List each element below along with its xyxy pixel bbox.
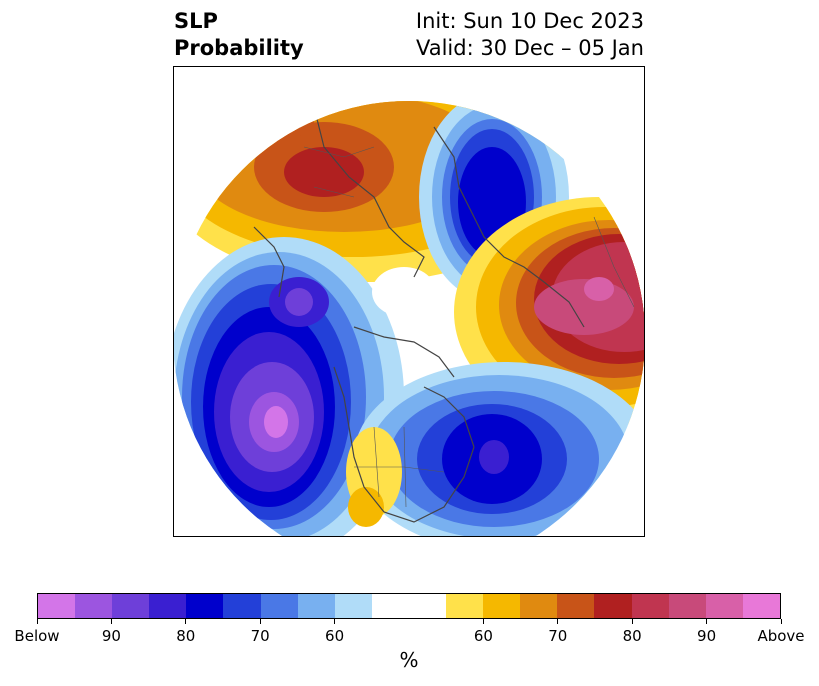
colorbar-segment (297, 594, 335, 618)
colorbar-segment (149, 594, 187, 618)
colorbar-segment (223, 594, 261, 618)
probability-map (174, 101, 644, 536)
title-product: Probability (174, 36, 304, 60)
colorbar-segment (631, 594, 669, 618)
colorbar-segment (446, 594, 484, 618)
colorbar-segment (594, 594, 632, 618)
colorbar-tick-label: Above (757, 627, 805, 645)
colorbar-segment (742, 594, 780, 618)
colorbar-tick-label: Below (14, 627, 60, 645)
colorbar (37, 593, 781, 619)
colorbar-unit: % (399, 648, 419, 672)
colorbar-tick-mark (482, 619, 484, 624)
pacific-above-region (454, 197, 644, 427)
colorbar-segment (520, 594, 558, 618)
colorbar-segment (557, 594, 595, 618)
colorbar-segment (334, 594, 372, 618)
title-left: SLP Probability (174, 8, 304, 62)
colorbar-segment (75, 594, 113, 618)
colorbar-tick-mark (259, 619, 261, 624)
colorbar-tick-label: 80 (176, 627, 196, 645)
colorbar-segment (408, 594, 447, 618)
colorbar-segment (668, 594, 706, 618)
title-right: Init: Sun 10 Dec 2023 Valid: 30 Dec – 05… (416, 8, 644, 62)
colorbar-tick-mark (780, 619, 782, 624)
valid-range: Valid: 30 Dec – 05 Jan (415, 36, 644, 60)
arctic-neutral-region (372, 267, 436, 317)
colorbar-tick-label: 80 (622, 627, 642, 645)
colorbar-tick-label: 90 (697, 627, 717, 645)
colorbar-segment (38, 594, 76, 618)
init-date: Init: Sun 10 Dec 2023 (415, 9, 644, 33)
colorbar-tick-mark (706, 619, 708, 624)
colorbar-tick-mark (36, 619, 38, 624)
colorbar-tick-mark (185, 619, 187, 624)
colorbar-tick-mark (557, 619, 559, 624)
map-panel (173, 66, 645, 537)
colorbar-segment (705, 594, 743, 618)
colorbar-tick-label: 90 (101, 627, 121, 645)
north-america-above-region (346, 427, 402, 527)
colorbar-segment (112, 594, 150, 618)
colorbar-segment (186, 594, 224, 618)
colorbar-tick-mark (110, 619, 112, 624)
colorbar-segment (483, 594, 521, 618)
colorbar-tick-label: 70 (250, 627, 270, 645)
colorbar-tick-mark (334, 619, 336, 624)
colorbar-tick-label: 60 (473, 627, 493, 645)
atlantic-below-region (174, 237, 404, 536)
title-variable: SLP (174, 9, 218, 33)
colorbar-tick-label: 60 (325, 627, 345, 645)
colorbar-segment (260, 594, 298, 618)
colorbar-segment (371, 594, 409, 618)
colorbar-tick-mark (631, 619, 633, 624)
borders (303, 146, 635, 508)
colorbar-tick-label: 70 (548, 627, 568, 645)
